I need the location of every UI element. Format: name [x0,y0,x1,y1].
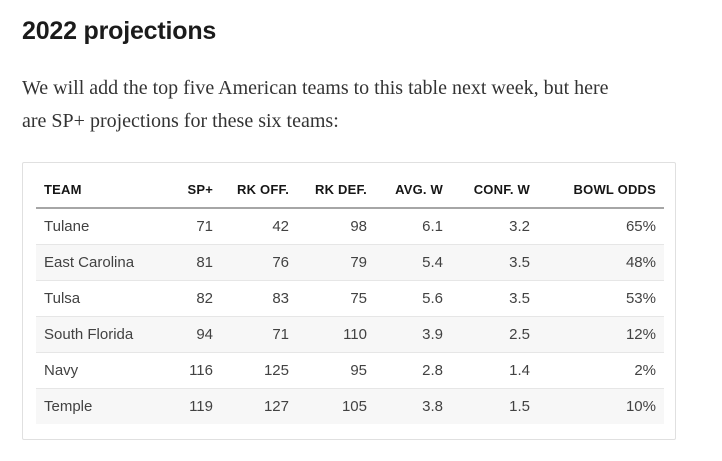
header-cell-conf-w: CONF. W [451,176,538,209]
stat-cell-bowl-odds: 53% [538,280,664,317]
stat-cell-conf-w: 3.5 [451,244,538,281]
stat-cell-avg-w: 5.6 [375,280,451,317]
header-cell-rk-off: RK OFF. [221,176,297,209]
stat-cell-avg-w: 3.9 [375,316,451,353]
article-paragraph: We will add the top five American teams … [22,72,700,138]
stat-cell-avg-w: 2.8 [375,352,451,389]
team-name-cell: Navy [36,352,178,389]
header-cell-rk-def: RK DEF. [297,176,375,209]
stat-cell-bowl-odds: 65% [538,208,664,245]
stat-cell-bowl-odds: 12% [538,316,664,353]
team-name-cell: East Carolina [36,244,178,281]
article-content: 2022 projections We will add the top fiv… [22,17,700,440]
table-row-tulsa: Tulsa 82 83 75 5.6 3.5 53% [36,280,664,317]
table-row-tulane: Tulane 71 42 98 6.1 3.2 65% [36,208,664,245]
table-row-south-florida: South Florida 94 71 110 3.9 2.5 12% [36,316,664,353]
table-header-row: TEAM SP+ RK OFF. RK DEF. AVG. W CONF. W … [36,176,664,209]
stat-cell-conf-w: 3.5 [451,280,538,317]
table-row-temple: Temple 119 127 105 3.8 1.5 10% [36,388,664,424]
stat-cell-conf-w: 1.4 [451,352,538,389]
table-row-east-carolina: East Carolina 81 76 79 5.4 3.5 48% [36,244,664,281]
stat-cell-rk-off: 125 [221,352,297,389]
stat-cell-avg-w: 3.8 [375,388,451,424]
header-cell-team: TEAM [36,176,178,209]
stat-cell-conf-w: 1.5 [451,388,538,424]
paragraph-line-2: are SP+ projections for these six teams: [22,110,339,132]
stat-cell-rk-def: 79 [297,244,375,281]
header-cell-sp: SP+ [178,176,221,209]
projections-table: TEAM SP+ RK OFF. RK DEF. AVG. W CONF. W … [36,176,664,424]
stat-cell-rk-def: 95 [297,352,375,389]
stat-cell-sp: 116 [178,352,221,389]
stat-cell-rk-def: 75 [297,280,375,317]
stat-cell-avg-w: 6.1 [375,208,451,245]
team-name-cell: Tulsa [36,280,178,317]
stat-cell-conf-w: 2.5 [451,316,538,353]
paragraph-line-1: We will add the top five American teams … [22,77,609,99]
stat-cell-rk-off: 71 [221,316,297,353]
stat-cell-sp: 94 [178,316,221,353]
team-name-cell: South Florida [36,316,178,353]
stat-cell-rk-off: 76 [221,244,297,281]
header-cell-avg-w: AVG. W [375,176,451,209]
team-name-cell: Tulane [36,208,178,245]
stat-cell-rk-off: 83 [221,280,297,317]
stat-cell-rk-off: 127 [221,388,297,424]
stat-cell-sp: 82 [178,280,221,317]
page-title: 2022 projections [22,17,217,45]
team-name-cell: Temple [36,388,178,424]
stat-cell-bowl-odds: 48% [538,244,664,281]
stat-cell-rk-def: 98 [297,208,375,245]
stat-cell-rk-off: 42 [221,208,297,245]
projections-table-card: TEAM SP+ RK OFF. RK DEF. AVG. W CONF. W … [22,162,676,440]
stat-cell-rk-def: 110 [297,316,375,353]
stat-cell-sp: 81 [178,244,221,281]
stat-cell-sp: 71 [178,208,221,245]
table-row-navy: Navy 116 125 95 2.8 1.4 2% [36,352,664,389]
stat-cell-bowl-odds: 10% [538,388,664,424]
header-cell-bowl-odds: BOWL ODDS [538,176,664,209]
stat-cell-conf-w: 3.2 [451,208,538,245]
stat-cell-rk-def: 105 [297,388,375,424]
stat-cell-sp: 119 [178,388,221,424]
stat-cell-bowl-odds: 2% [538,352,664,389]
stat-cell-avg-w: 5.4 [375,244,451,281]
